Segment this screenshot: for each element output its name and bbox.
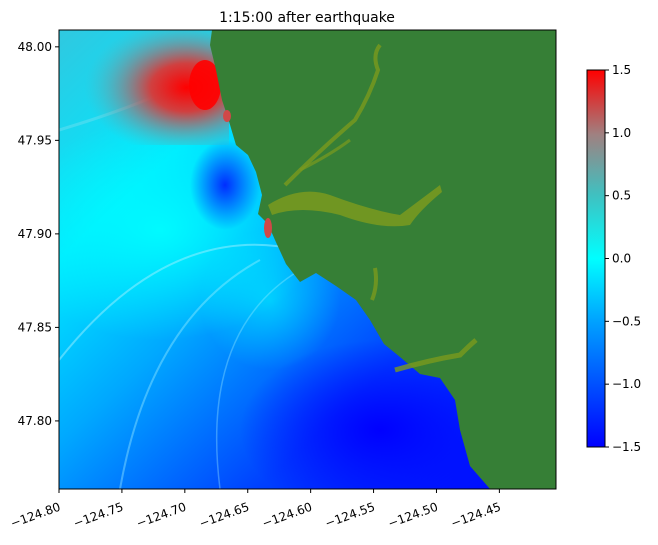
colorbar-tick-label: −1.0 [612, 377, 641, 391]
trough-coast [190, 140, 260, 230]
colorbar: 1.5 1.0 0.5 0.0 −0.5 −1.0 −1.5 [586, 63, 641, 454]
river-channel [394, 338, 478, 373]
wave-front-arc [59, 243, 301, 361]
crest-peak [189, 60, 221, 110]
colorbar-tick-label: −0.5 [612, 314, 641, 328]
x-tick-label: −124.55 [323, 500, 377, 531]
x-tick-label: −124.65 [197, 500, 251, 531]
x-tick-label: −124.50 [386, 500, 440, 531]
land [210, 30, 556, 489]
colorbar-tick-label: 0.0 [612, 252, 631, 266]
crest-at-headland [223, 110, 231, 122]
x-axis: −124.80 −124.75 −124.70 −124.65 −124.60 −124.… [9, 489, 503, 531]
crest-at-bay [264, 218, 272, 238]
x-tick-label: −124.80 [9, 500, 63, 531]
colorbar-tick-label: −1.5 [612, 440, 641, 454]
y-axis: 48.00 47.95 47.90 47.85 47.80 [18, 40, 59, 428]
x-tick-label: −124.45 [449, 500, 503, 531]
river-channel [299, 138, 351, 172]
colorbar-gradient [586, 69, 606, 448]
colorbar-tick-label: 1.5 [612, 63, 631, 77]
y-tick-label: 47.80 [18, 414, 52, 428]
y-tick-label: 48.00 [18, 40, 52, 54]
wave-front-arc [119, 259, 261, 489]
wave-front-arc [215, 269, 301, 489]
x-tick-label: −124.75 [72, 500, 126, 531]
y-tick-label: 47.85 [18, 320, 52, 334]
river-channel [370, 267, 378, 301]
plot-frame [58, 29, 557, 490]
river-estuary [268, 185, 442, 227]
x-tick-label: −124.70 [134, 500, 188, 531]
river-channel [283, 43, 382, 187]
y-tick-label: 47.95 [18, 133, 52, 147]
y-tick-label: 47.90 [18, 227, 52, 241]
chart-title: 1:15:00 after earthquake [219, 10, 395, 26]
colorbar-tick-label: 0.5 [612, 189, 631, 203]
plot-area [59, 30, 556, 489]
colorbar-tick-label: 1.0 [612, 126, 631, 140]
x-tick-label: −124.60 [260, 500, 314, 531]
